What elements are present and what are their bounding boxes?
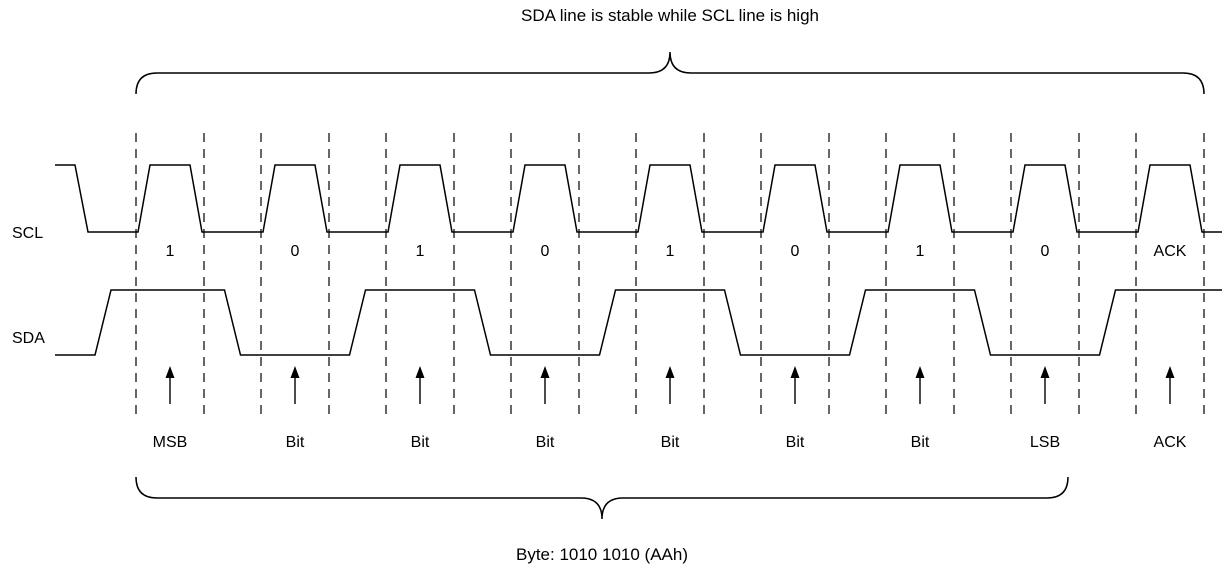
- bit-arrow-label: MSB: [153, 434, 188, 451]
- bit-value-label: 1: [166, 243, 175, 260]
- scl-signal-label: SCL: [12, 225, 43, 242]
- scl-waveform: [55, 164, 1222, 233]
- bit-value-label: 0: [1041, 243, 1050, 260]
- bit-arrow-label: Bit: [786, 434, 805, 451]
- bit-arrow-head-icon: [290, 366, 300, 378]
- bit-value-label: 1: [416, 243, 425, 260]
- bit-arrow-label: ACK: [1154, 434, 1187, 451]
- bottom-brace: [135, 476, 1069, 520]
- byte-value-label: Byte: 1010 1010 (AAh): [516, 545, 688, 564]
- bit-arrow-head-icon: [915, 366, 925, 378]
- diagram-title: SDA line is stable while SCL line is hig…: [521, 6, 819, 25]
- bit-arrow-head-icon: [540, 366, 550, 378]
- bit-value-label: 1: [666, 243, 675, 260]
- bit-arrow-label: Bit: [661, 434, 680, 451]
- bit-arrow-label: LSB: [1030, 434, 1060, 451]
- bit-value-label: 0: [791, 243, 800, 260]
- bit-value-label: 1: [916, 243, 925, 260]
- bit-arrow-label: Bit: [536, 434, 555, 451]
- bit-arrow-label: Bit: [411, 434, 430, 451]
- bit-arrow-label: Bit: [911, 434, 930, 451]
- bit-arrow-label: Bit: [286, 434, 305, 451]
- sda-waveform: [55, 289, 1222, 356]
- bit-value-label: 0: [541, 243, 550, 260]
- bit-arrow-head-icon: [165, 366, 175, 378]
- top-brace: [135, 51, 1205, 95]
- bit-arrow-head-icon: [1040, 366, 1050, 378]
- bit-arrow-head-icon: [665, 366, 675, 378]
- bit-value-label: 0: [291, 243, 300, 260]
- sda-signal-label: SDA: [12, 330, 45, 347]
- bit-arrow-head-icon: [790, 366, 800, 378]
- waveform-layer: 1 MSB 0 Bit 1 Bit 0 Bit 1 Bit 0 Bit 1 Bit 0 LSB ACK ACK: [55, 51, 1222, 520]
- bit-arrow-head-icon: [1165, 366, 1175, 378]
- bit-value-label: ACK: [1154, 243, 1187, 260]
- bit-arrow-head-icon: [415, 366, 425, 378]
